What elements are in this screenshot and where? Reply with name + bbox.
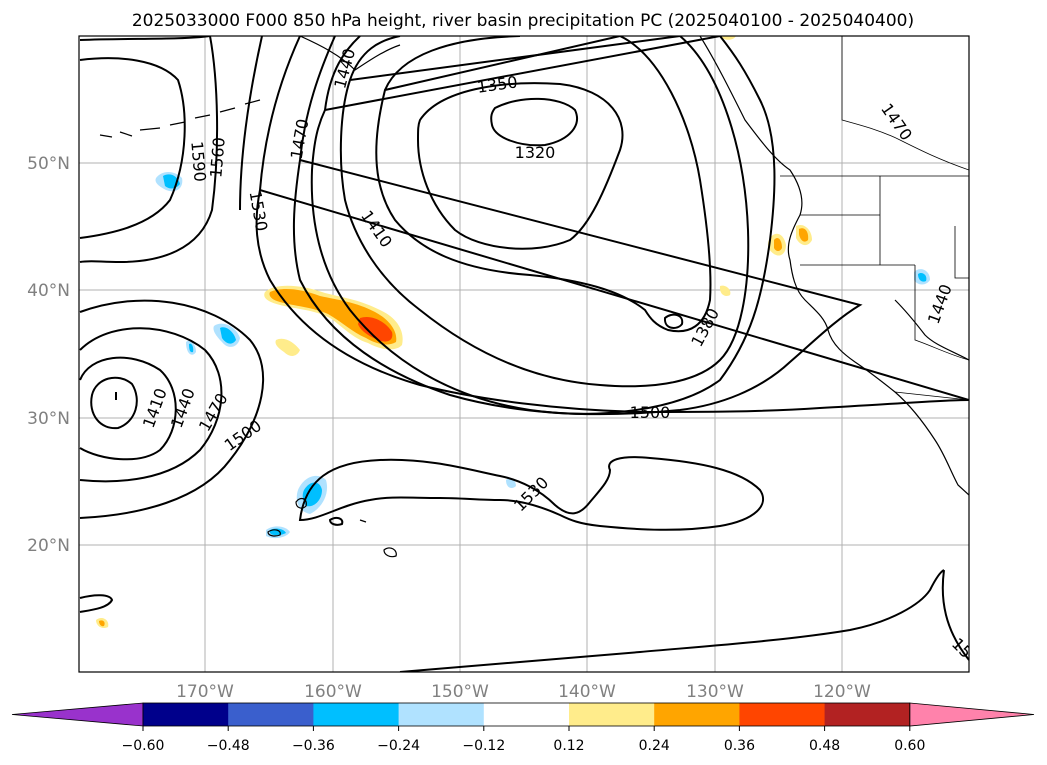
contour-label: 1590 (187, 140, 209, 182)
map-frame (78, 35, 970, 673)
contour-1410 (339, 36, 750, 388)
border-states (800, 176, 969, 361)
contour-small-2 (328, 516, 344, 526)
colorbar: −0.60 −0.48 −0.36 −0.24 −0.12 0.12 0.24 0.36 0.4… (11, 702, 1035, 754)
coastline-hawaii-1 (295, 497, 307, 509)
contour-1590 (79, 57, 186, 239)
latitude-labels: 50°N 40°N 30°N 20°N (27, 154, 70, 556)
colorbar-tick-label: −0.24 (377, 738, 420, 754)
lon-label: 130°W (686, 682, 744, 702)
coastline-alaska (299, 36, 401, 71)
precip-patch-blue-2 (220, 327, 236, 344)
contour-label: 1500 (630, 403, 671, 422)
contour-1560 (79, 36, 219, 264)
colorbar-tick-label: 0.12 (553, 738, 584, 754)
coastline-hawaii-2 (267, 529, 281, 537)
colorbar-bin (398, 703, 485, 726)
precip-patch-blue-3 (189, 343, 194, 353)
contour-1470-west (79, 327, 223, 483)
contour-1350 (416, 82, 624, 250)
political-borders (780, 36, 969, 401)
contour-label: 1320 (515, 143, 556, 162)
colorbar-bin (739, 703, 826, 726)
colorbar-bin (228, 703, 314, 726)
contour-1530-south (298, 456, 765, 531)
precip-patch-blue-6 (918, 272, 927, 282)
colorbar-tick-label: −0.48 (207, 738, 250, 754)
colorbar-tick-label: 0.48 (809, 738, 840, 754)
height-contours (79, 36, 969, 672)
colorbar-extend-max (909, 702, 1035, 727)
colorbar-tick-label: 0.36 (724, 738, 755, 754)
lon-label: 150°W (431, 682, 489, 702)
contour-1440-west (79, 356, 177, 461)
colorbar-bin (654, 703, 740, 726)
lat-label: 40°N (27, 281, 70, 301)
colorbar-bin (143, 703, 229, 726)
border-states-2 (954, 226, 969, 279)
contour-1380 (375, 36, 712, 333)
contour-1560-south (399, 569, 969, 672)
lon-label: 120°W (813, 682, 871, 702)
border-us-mexico (894, 391, 969, 401)
colorbar-tick-label: −0.12 (462, 738, 505, 754)
lon-label: 140°W (558, 682, 616, 702)
coastlines (99, 36, 969, 558)
coastline-hawaii-4 (359, 519, 367, 523)
lat-label: 20°N (27, 536, 70, 556)
contour-1500-west (79, 299, 265, 519)
contour-1500-north (255, 36, 969, 414)
precip-patch-coast-2 (774, 237, 782, 251)
precip-patch-small-2 (719, 285, 731, 296)
colorbar-tick-label: −0.36 (292, 738, 335, 754)
contour-1410-west (90, 376, 138, 430)
contour-1530-north (239, 36, 263, 211)
colorbar-tick-label: 0.24 (639, 738, 670, 754)
lat-label: 30°N (27, 409, 70, 429)
coastline-hawaii-3 (383, 547, 397, 558)
map-plot-area: 1320 1350 1380 1410 1410 1440 1440 1440 … (79, 36, 969, 672)
colorbar-bin (483, 703, 570, 726)
coastline-north-america (699, 36, 969, 496)
precip-patch-blue-4 (302, 482, 322, 507)
precip-patch-small-1 (275, 338, 300, 356)
lon-label: 170°W (176, 682, 234, 702)
lon-label: 160°W (304, 682, 362, 702)
contour-small-west (79, 594, 114, 613)
graticule (79, 36, 969, 672)
precip-patch-small-5 (99, 620, 105, 627)
colorbar-bin (824, 703, 911, 726)
colorbar-tick-label: −0.60 (122, 738, 165, 754)
border-alaska-canada (841, 36, 969, 171)
contour-1320 (490, 97, 578, 147)
contour-1470 (292, 36, 863, 416)
colorbar-extend-min (11, 702, 144, 727)
contour-label: 1560 (206, 136, 228, 178)
contour-1380-small (663, 313, 684, 329)
coastline-gulf (894, 299, 969, 361)
lat-label: 50°N (27, 154, 70, 174)
colorbar-bin (569, 703, 655, 726)
coastline-aleutians (99, 99, 261, 138)
colorbar-bin (313, 703, 400, 726)
figure-title: 2025033000 F000 850 hPa height, river ba… (132, 11, 914, 31)
precip-patch-small-3 (718, 36, 736, 40)
precip-patch-red-orange (358, 316, 393, 342)
precip-patch-coast-4 (799, 228, 809, 242)
colorbar-tick-label: 0.60 (894, 738, 925, 754)
longitude-labels: 170°W 160°W 150°W 140°W 130°W 120°W (176, 682, 871, 702)
precip-patch-light-blue-6 (506, 478, 516, 488)
colorbar-frame (142, 702, 911, 727)
